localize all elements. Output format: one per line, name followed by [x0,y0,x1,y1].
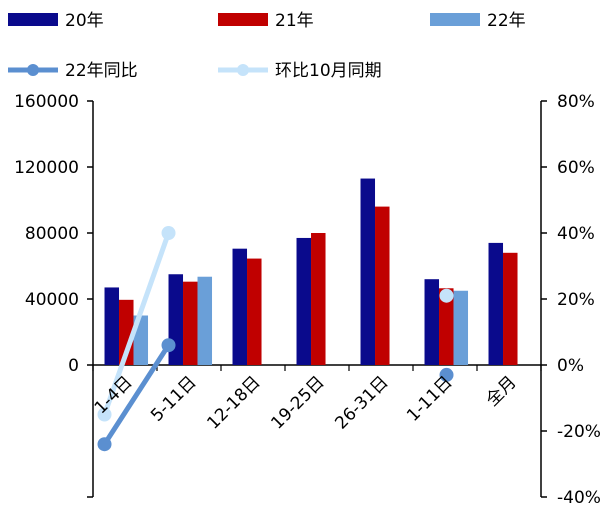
bar [105,287,120,365]
bar [183,282,198,365]
category-label: 5-11日 [147,372,200,425]
legend-label: 22年同比 [65,61,138,81]
legend-label: 20年 [65,11,104,31]
left-tick-label: 40000 [25,290,79,310]
legend-marker [27,64,39,76]
legend-label: 环比10月同期 [275,61,382,81]
data-point [440,289,454,303]
bar [198,277,213,365]
left-tick-label: 160000 [14,92,79,112]
right-tick-label: 0% [557,356,584,376]
bar [311,233,326,365]
legend-label: 22年 [487,11,526,31]
bar [297,238,312,365]
category-label: 全月 [482,372,520,410]
right-tick-label: -40% [557,488,601,508]
legend-swatch [8,13,58,26]
legend-marker [237,64,249,76]
bar [375,207,390,365]
left-tick-label: 0 [68,356,79,376]
bar [425,279,440,365]
left-tick-label: 120000 [14,158,79,178]
right-tick-label: -20% [557,422,601,442]
category-label: 1-4日 [91,372,137,418]
legend-label: 21年 [275,11,314,31]
right-tick-label: 80% [557,92,595,112]
data-point [162,226,176,240]
category-label: 19-25日 [267,372,328,433]
right-tick-label: 40% [557,224,595,244]
right-tick-label: 20% [557,290,595,310]
data-point [98,437,112,451]
bar [454,291,469,365]
category-label: 26-31日 [331,372,392,433]
category-label: 1-11日 [403,372,456,425]
legend-swatch [218,13,268,26]
legend-swatch [430,13,480,26]
bar [361,179,376,365]
category-label: 12-18日 [203,372,264,433]
data-point [162,338,176,352]
bar [247,259,262,365]
bar [233,249,248,365]
right-tick-label: 60% [557,158,595,178]
bar [489,243,504,365]
bar [503,253,518,365]
left-tick-label: 80000 [25,224,79,244]
